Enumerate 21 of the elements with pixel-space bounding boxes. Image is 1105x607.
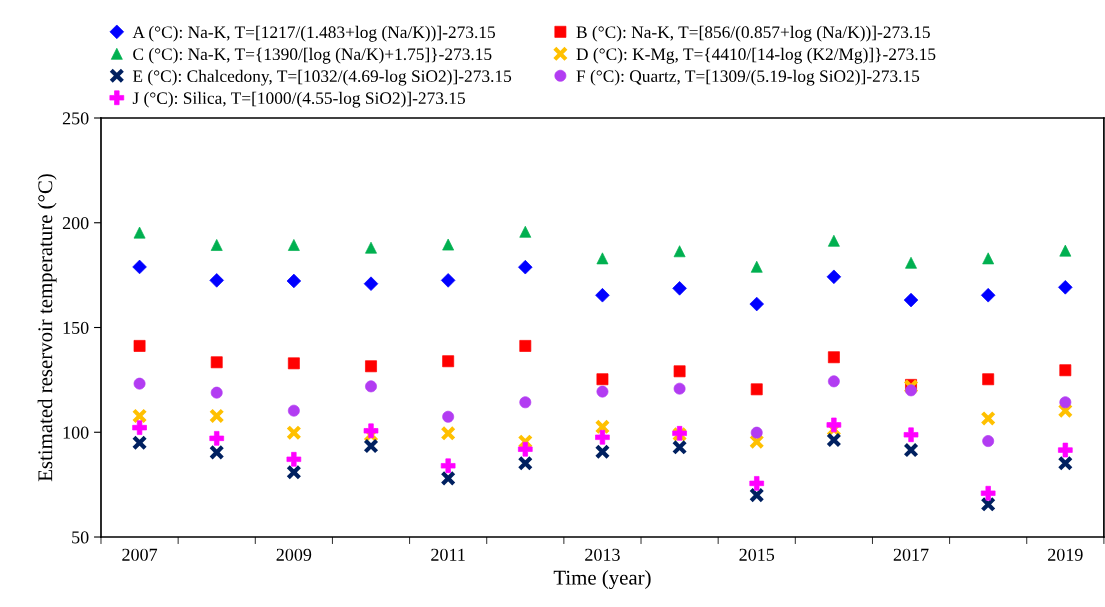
y-tick-label: 200 (62, 217, 89, 230)
x-tick-label: 2017 (893, 548, 929, 561)
y-tick-label: 150 (63, 321, 89, 334)
legend-label: J (°C): Silica, T=[1000/(4.55-log SiO2)]-273.15 (132, 91, 465, 108)
y-axis-title: Estimated reservoir temperature (°C) (37, 174, 57, 482)
x-tick-label: 2011 (431, 548, 465, 561)
y-tick-label: 250 (62, 112, 89, 125)
y-tick-label: 50 (72, 531, 89, 544)
x-tick-label: 2019 (1048, 548, 1083, 561)
legend-label: D (°C): K-Mg, T={4410/[14-log (K2/Mg)]}-273.15 (576, 47, 936, 64)
y-tick-label: 100 (63, 426, 89, 439)
legend-label: A (°C): Na-K, T=[1217/(1.483+log (Na/K))]-273.15 (132, 25, 496, 42)
x-tick-label: 2009 (276, 548, 312, 561)
legend-label: F (°C): Quartz, T=[1309/(5.19-log SiO2)]-273.15 (576, 69, 920, 86)
x-axis-title: Time (year) (553, 570, 651, 590)
legend-label: B (°C): Na-K, T=[856/(0.857+log (Na/K))]-273.15 (576, 25, 930, 42)
legend-label: C (°C): Na-K, T={1390/[log (Na/K)+1.75]}-273.15 (133, 47, 492, 64)
legend-label: E (°C): Chalcedony, T=[1032/(4.69-log SiO2)]-273.15 (132, 69, 512, 86)
x-tick-label: 2013 (585, 548, 620, 561)
x-tick-label: 2007 (122, 548, 158, 561)
x-tick-label: 2015 (739, 548, 775, 561)
